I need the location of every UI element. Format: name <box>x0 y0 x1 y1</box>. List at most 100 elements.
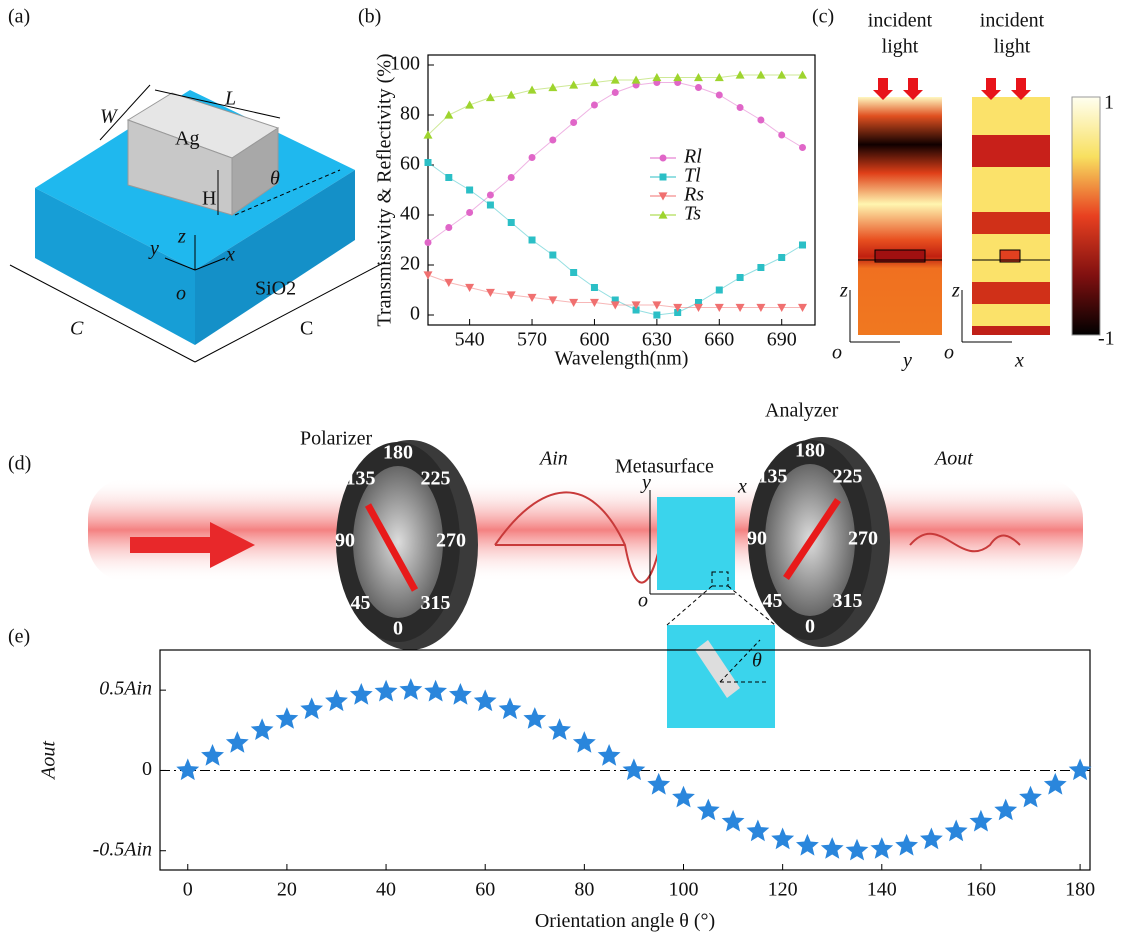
marker <box>569 80 579 89</box>
panel-label: (b) <box>358 6 381 28</box>
marker <box>549 136 557 144</box>
point <box>771 827 795 850</box>
label: y <box>640 472 651 494</box>
colorbar <box>1071 96 1101 336</box>
arrow <box>130 522 255 568</box>
panel-label: (a) <box>8 6 30 28</box>
marker <box>527 85 537 94</box>
y-tick-label: 60 <box>400 153 420 175</box>
marker <box>735 70 745 79</box>
marker <box>485 288 495 297</box>
x-tick-label: 40 <box>376 878 396 900</box>
polarization-arrow <box>364 503 419 592</box>
wave <box>494 491 661 584</box>
point <box>548 718 571 740</box>
marker <box>777 70 787 79</box>
dial-label: 225 <box>420 467 450 489</box>
point <box>523 707 547 729</box>
marker <box>693 73 703 82</box>
x-tick-label: 0 <box>183 878 193 900</box>
point <box>870 837 894 859</box>
point <box>399 678 423 700</box>
legend-marker <box>658 192 668 201</box>
series-line <box>427 74 803 136</box>
x-axis-label: Orientation angle θ (°) <box>535 910 715 932</box>
marker <box>507 174 515 181</box>
marker <box>590 101 598 109</box>
label: x <box>225 244 235 266</box>
label: x <box>1014 350 1024 372</box>
legend-label: Rl <box>683 146 702 168</box>
marker <box>548 83 558 92</box>
point <box>250 718 274 740</box>
legend-label: Rs <box>683 184 704 206</box>
x-tick-label: 630 <box>642 329 672 351</box>
y-tick-label: 40 <box>400 203 420 225</box>
dim-line <box>99 84 151 141</box>
x-tick-label: 100 <box>668 878 698 900</box>
series-line <box>427 162 803 316</box>
marker <box>610 301 620 310</box>
marker <box>757 264 765 271</box>
dim-line <box>234 169 341 216</box>
point <box>424 679 447 702</box>
dial-label: 135 <box>346 467 376 489</box>
dial-label: 45 <box>763 590 783 612</box>
marker <box>756 303 766 312</box>
marker <box>424 159 432 166</box>
marker <box>611 89 619 96</box>
label: o <box>944 342 954 364</box>
marker <box>444 278 454 287</box>
point <box>647 772 671 795</box>
point <box>696 798 720 821</box>
marker <box>466 186 474 194</box>
marker <box>507 219 515 226</box>
marker <box>694 299 702 306</box>
marker <box>486 201 494 209</box>
plot-frame <box>427 54 816 326</box>
marker <box>485 93 495 102</box>
panel-label: (e) <box>8 626 30 648</box>
y-tick-label: 20 <box>400 253 420 275</box>
label: z <box>839 280 848 302</box>
x-tick-label: 540 <box>455 329 485 351</box>
point <box>597 744 621 766</box>
x-tick-label: 20 <box>277 878 297 900</box>
field-map <box>858 97 942 335</box>
y-tick-label: -0.5Ain <box>93 838 152 860</box>
marker <box>632 306 640 314</box>
marker <box>527 293 537 302</box>
dial-label: 225 <box>832 465 862 487</box>
label: H <box>202 188 216 210</box>
x-tick-label: 660 <box>704 329 734 351</box>
y-tick-label: 100 <box>390 53 420 75</box>
marker <box>673 73 683 82</box>
label: Analyzer <box>765 400 839 422</box>
marker <box>714 303 724 312</box>
label: Aout <box>933 448 973 470</box>
marker <box>528 154 536 161</box>
substrate-left <box>35 188 195 345</box>
marker <box>506 291 516 300</box>
dial-label: 270 <box>848 528 878 550</box>
label: y <box>901 350 912 372</box>
point <box>969 809 993 832</box>
point <box>944 819 968 842</box>
x-tick-label: 80 <box>574 878 594 900</box>
dial-label: 180 <box>383 442 413 464</box>
label: Polarizer <box>300 428 373 450</box>
point <box>201 744 224 766</box>
legend-label: Ts <box>684 203 701 225</box>
label: incident <box>980 10 1045 32</box>
dim-line <box>154 89 281 119</box>
x-axis-label: Wavelength(nm) <box>555 348 689 370</box>
metasurface <box>657 497 735 590</box>
point <box>796 833 819 856</box>
dial-label: 315 <box>420 592 450 614</box>
label: y <box>148 238 159 260</box>
label: z <box>177 226 186 248</box>
dim-line <box>9 264 196 363</box>
y-tick-label: 0.5Ain <box>99 678 152 700</box>
marker <box>444 110 454 119</box>
x-tick-label: 60 <box>475 878 495 900</box>
